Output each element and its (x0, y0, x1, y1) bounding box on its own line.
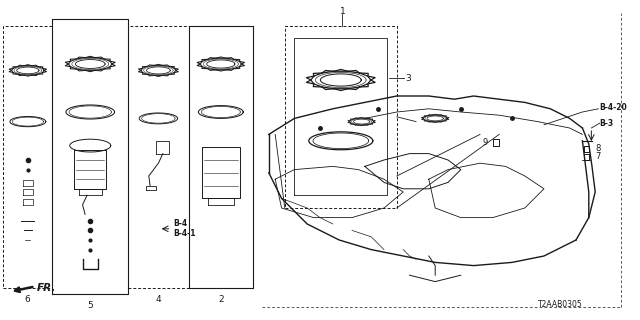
Text: FR.: FR. (37, 283, 56, 293)
Text: 1: 1 (340, 7, 345, 16)
Text: 5: 5 (88, 301, 93, 310)
Text: 3: 3 (406, 74, 412, 83)
Text: 7: 7 (595, 152, 600, 161)
Text: 8: 8 (595, 144, 600, 153)
Text: B-3: B-3 (600, 119, 614, 128)
Text: 2: 2 (218, 295, 223, 304)
Text: B-4-1: B-4-1 (173, 229, 195, 238)
Text: 6: 6 (25, 295, 30, 304)
Text: B-4-20: B-4-20 (600, 103, 627, 112)
Text: T2AAB0305: T2AAB0305 (538, 300, 582, 309)
Text: B-4: B-4 (173, 220, 187, 228)
Text: 9: 9 (483, 138, 488, 147)
Text: 4: 4 (156, 295, 161, 304)
